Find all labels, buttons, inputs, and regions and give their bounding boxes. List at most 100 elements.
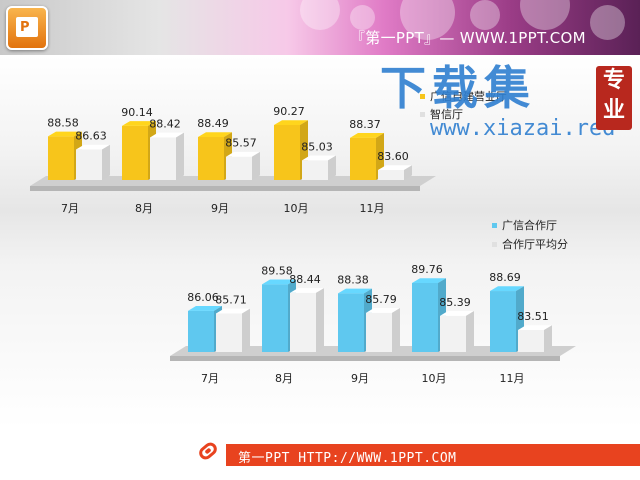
value-label: 88.37 xyxy=(349,118,381,131)
tick-label: 10月 xyxy=(284,202,309,215)
watermark-url: www.xiazai.red xyxy=(430,116,616,141)
value-label: 88.69 xyxy=(489,271,521,284)
bar-s1 xyxy=(274,125,300,180)
value-label: 88.38 xyxy=(337,273,369,286)
bar-s2 xyxy=(76,149,102,180)
bar-s2-side xyxy=(544,325,552,352)
bar-s2-top xyxy=(378,165,412,170)
footer-bar xyxy=(226,444,640,466)
legend-entry: 智信厅 xyxy=(430,107,463,121)
bar-s1-top xyxy=(198,132,232,138)
bar-s1-top xyxy=(48,131,82,137)
bar-s1 xyxy=(350,137,376,180)
bar-s2-side xyxy=(328,155,336,180)
bar-s1 xyxy=(122,125,148,180)
tick-label: 8月 xyxy=(275,372,293,385)
bar-s1-top xyxy=(274,120,308,125)
bar-s2 xyxy=(440,315,466,352)
bar-s1 xyxy=(198,137,224,180)
bar-s2-top xyxy=(366,308,400,313)
footer-text: 第一PPT HTTP://WWW.1PPT.COM xyxy=(238,451,457,466)
value-label: 85.57 xyxy=(225,137,257,150)
tick-label: 10月 xyxy=(422,372,447,385)
value-label: 88.49 xyxy=(197,117,229,130)
tick-label: 11月 xyxy=(360,202,385,215)
bar-s2-side xyxy=(176,132,184,180)
bar-s1-top xyxy=(350,133,384,138)
tick-label: 7月 xyxy=(61,202,79,215)
bar-s2-top xyxy=(440,311,474,316)
tick-label: 9月 xyxy=(211,202,229,215)
value-label: 88.58 xyxy=(47,116,79,129)
value-label: 85.39 xyxy=(439,296,471,309)
ppt-logo-icon: P xyxy=(6,6,48,50)
value-label: 85.79 xyxy=(365,293,397,306)
bar-s2-top xyxy=(226,151,260,157)
bokeh-light xyxy=(590,5,625,40)
bokeh-light xyxy=(350,5,375,30)
tick-label: 8月 xyxy=(135,202,153,215)
legend-swatch xyxy=(492,223,497,228)
value-label: 85.03 xyxy=(301,140,333,153)
legend-entry: 广信合作厅 xyxy=(502,218,557,232)
bar-s1-top xyxy=(188,306,222,311)
bar-s2 xyxy=(518,330,544,352)
legend-swatch xyxy=(420,112,425,117)
tick-label: 7月 xyxy=(201,372,219,385)
bar-s2 xyxy=(290,292,316,352)
bar-s1 xyxy=(262,284,288,352)
bar-s2 xyxy=(226,156,252,180)
bar-s2-side xyxy=(466,311,474,352)
bar-s2-side xyxy=(252,151,260,180)
bar-s2 xyxy=(378,170,404,180)
chart-floor-edge xyxy=(170,356,560,361)
bar-s2-top xyxy=(518,325,552,330)
bar-s2-side xyxy=(316,288,324,352)
bar-s1 xyxy=(338,293,364,352)
bar-s2-side xyxy=(404,165,412,180)
legend-swatch xyxy=(420,94,425,99)
bar-s1-top xyxy=(338,288,372,294)
bar-s1-top xyxy=(262,279,296,285)
bar-s2-side xyxy=(102,144,110,180)
value-label: 88.42 xyxy=(149,117,181,130)
legend-swatch xyxy=(492,242,497,247)
value-label: 83.60 xyxy=(377,150,409,163)
bar-s2 xyxy=(366,312,392,352)
value-label: 89.58 xyxy=(261,264,293,277)
bar-s2-top xyxy=(290,288,324,293)
bar-s2 xyxy=(302,160,328,180)
bar-s2-side xyxy=(392,308,400,352)
bar-s1-top xyxy=(412,278,446,283)
bokeh-light xyxy=(470,0,500,30)
bar-s1-top xyxy=(490,286,524,292)
value-label: 90.14 xyxy=(121,106,153,119)
bar-s1 xyxy=(48,136,74,180)
bar-s1 xyxy=(412,283,438,352)
legend-entry: 合作厅平均分 xyxy=(502,237,568,251)
value-label: 90.27 xyxy=(273,105,305,118)
bar-s1 xyxy=(188,310,214,352)
watermark-seal: 专业 xyxy=(596,66,632,130)
value-label: 83.51 xyxy=(517,310,549,323)
legend-entry: 广信自建营业厅 xyxy=(430,89,507,103)
value-label: 89.76 xyxy=(411,263,443,276)
header-title: 『第一PPT』— WWW.1PPT.COM xyxy=(350,29,586,47)
bar-s2-top xyxy=(76,144,110,150)
bar-s2-top xyxy=(150,132,184,138)
bar-s2-top xyxy=(302,155,336,161)
value-label: 88.44 xyxy=(289,273,321,286)
bar-s1-top xyxy=(122,121,156,126)
chart-floor-edge xyxy=(30,186,420,191)
logo-letter: P xyxy=(20,20,30,35)
bar-s2-top xyxy=(216,308,250,314)
value-label: 85.71 xyxy=(215,293,247,306)
watermark: 下载集 www.xiazai.red xyxy=(380,52,615,141)
header-banner xyxy=(0,0,640,55)
value-label: 86.63 xyxy=(75,130,107,143)
tick-label: 9月 xyxy=(351,372,369,385)
bar-s2 xyxy=(150,137,176,180)
bar-s2-side xyxy=(242,308,250,352)
pin-icon xyxy=(199,442,217,460)
